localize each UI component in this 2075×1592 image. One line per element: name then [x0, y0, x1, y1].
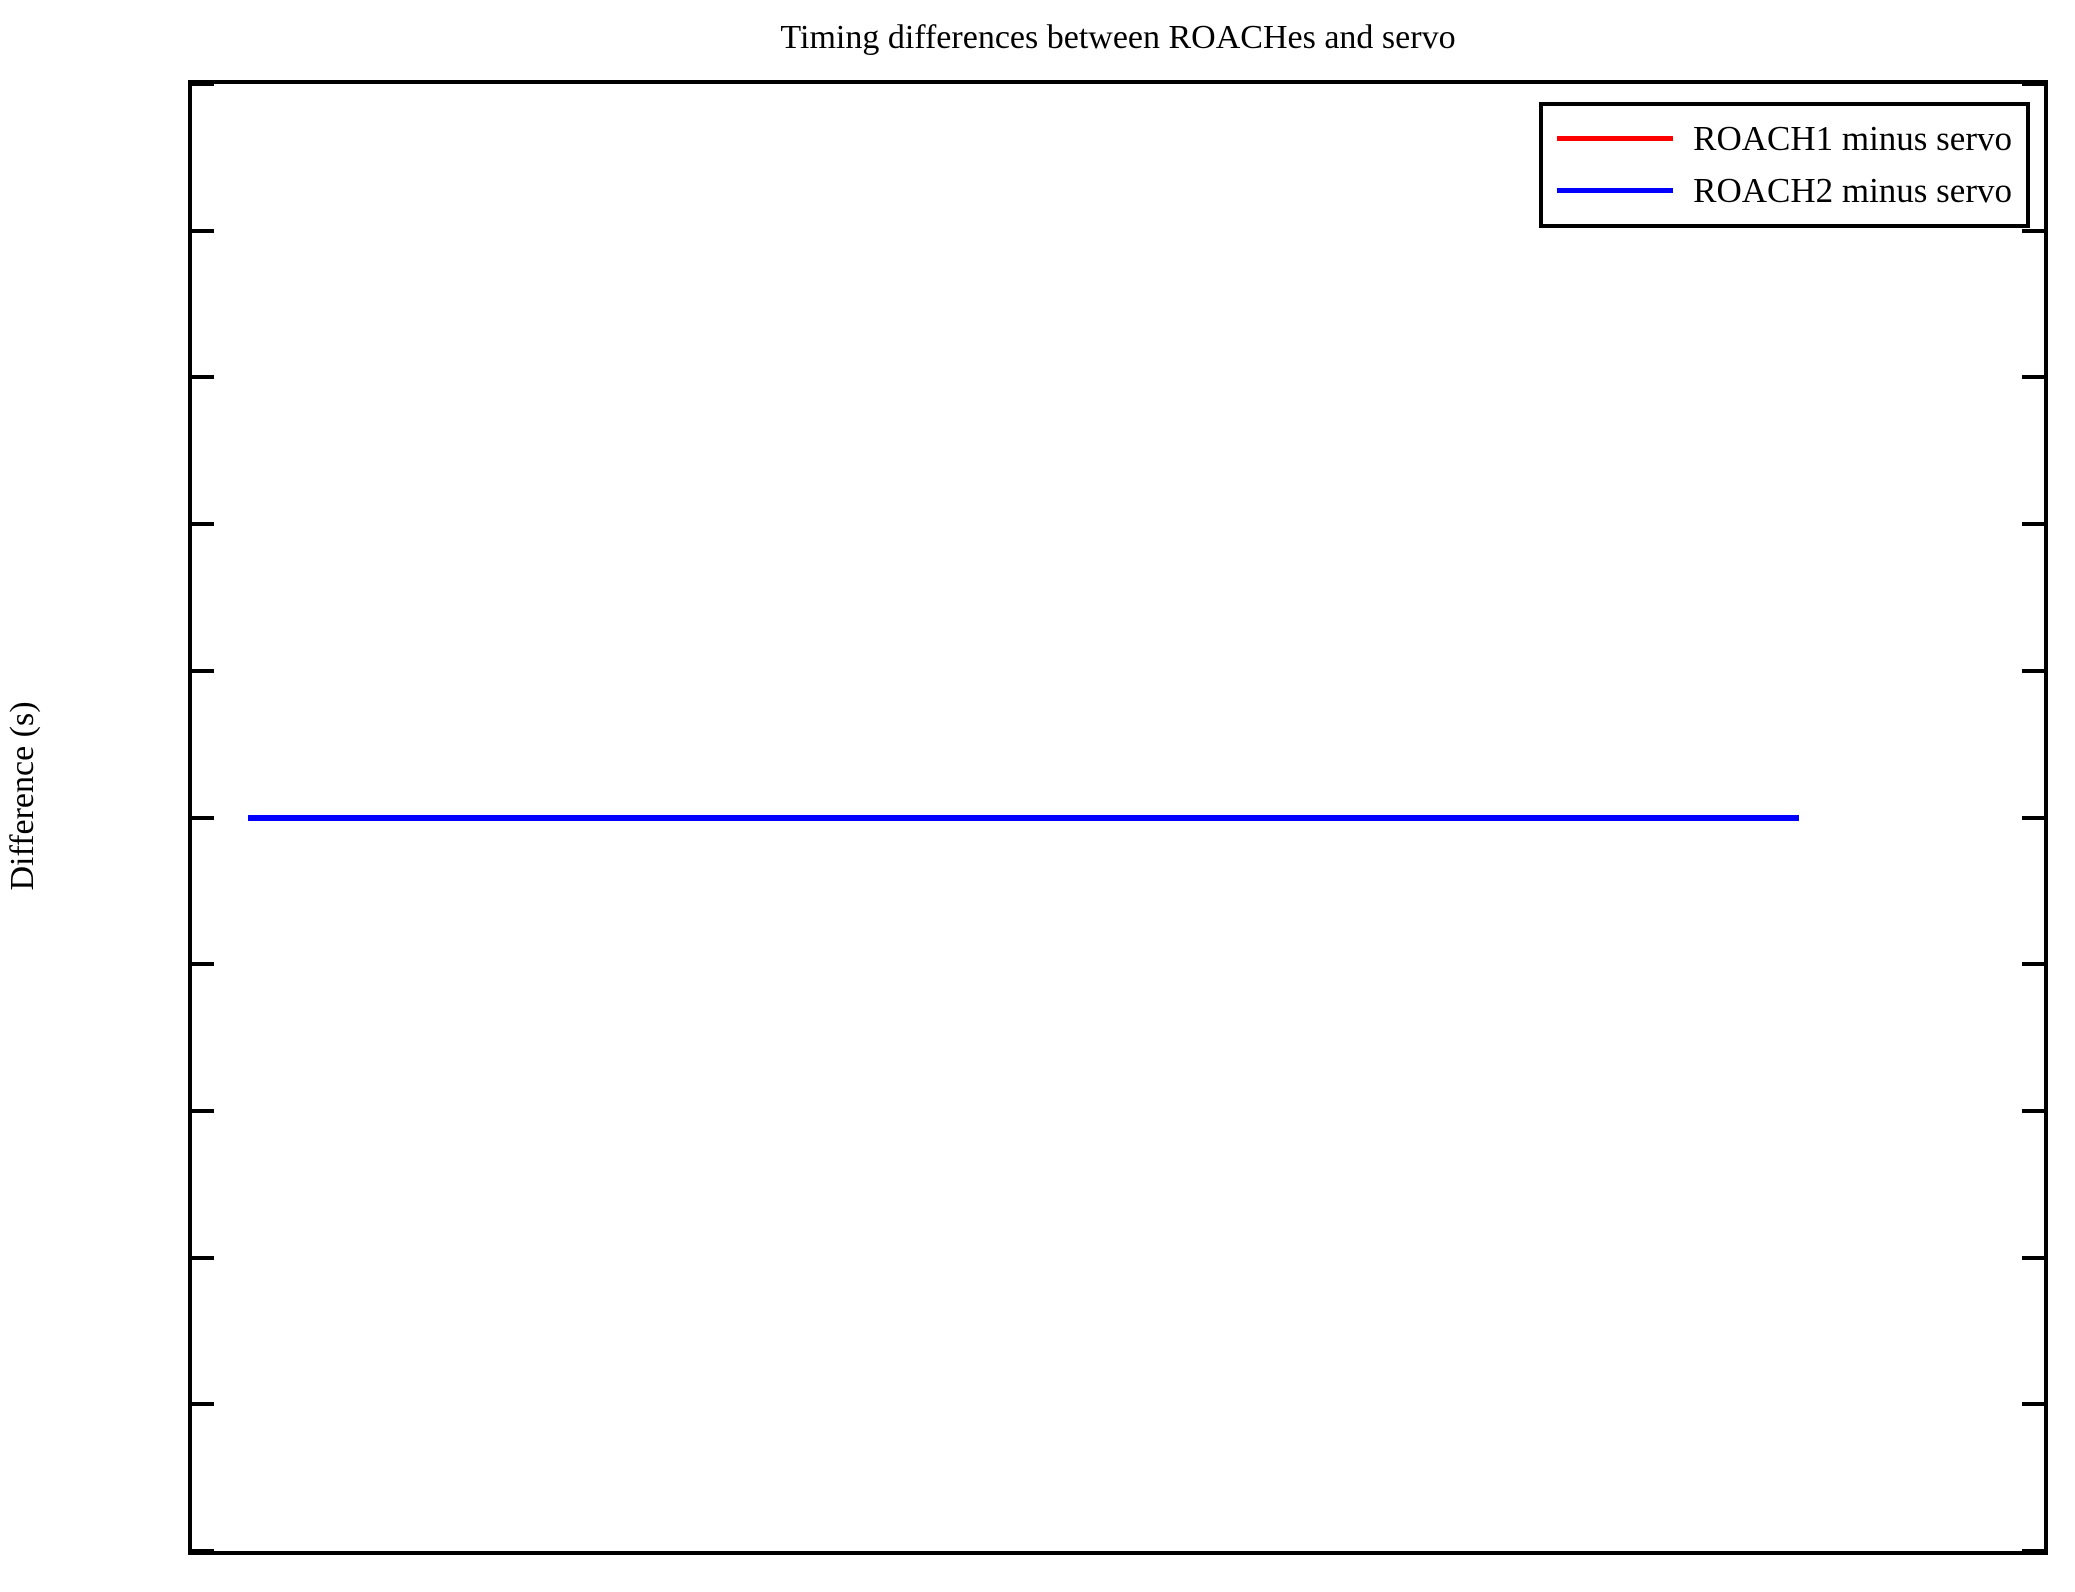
y-axis-tick-left	[192, 1549, 214, 1551]
y-axis-label: Difference (s)	[4, 701, 41, 891]
y-axis-tick-right	[2022, 1549, 2044, 1551]
y-axis-tick-right	[2022, 522, 2044, 527]
y-axis-tick-left	[192, 375, 214, 380]
plot-axes-frame: ROACH1 minus servo ROACH2 minus servo	[188, 80, 2048, 1555]
y-axis-tick-right	[2022, 668, 2044, 673]
series-line-2	[248, 814, 1799, 821]
y-axis-tick-right	[2022, 1255, 2044, 1260]
y-axis-tick-right	[2022, 375, 2044, 380]
y-axis-tick-left	[192, 522, 214, 527]
legend-entry-label: ROACH2 minus servo	[1693, 170, 2012, 210]
y-axis-tick-left	[192, 84, 214, 86]
y-axis-tick-left	[192, 228, 214, 233]
y-axis-tick-left	[192, 1402, 214, 1407]
y-axis-tick-right	[2022, 84, 2044, 86]
chart-title: Timing differences between ROACHes and s…	[780, 19, 1456, 56]
y-axis-tick-left	[192, 668, 214, 673]
y-axis-tick-right	[2022, 228, 2044, 233]
y-axis-tick-right	[2022, 815, 2044, 820]
legend-entry-1[interactable]: ROACH1 minus servo	[1557, 112, 2012, 164]
y-axis-tick-left	[192, 815, 214, 820]
y-axis-tick-right	[2022, 1108, 2044, 1113]
y-axis-tick-right	[2022, 962, 2044, 967]
y-axis-tick-left	[192, 1255, 214, 1260]
legend-color-swatch	[1557, 135, 1674, 141]
legend-entry-2[interactable]: ROACH2 minus servo	[1557, 164, 2012, 216]
legend-color-swatch	[1557, 187, 1674, 193]
y-axis-tick-left	[192, 962, 214, 967]
plot-area	[192, 84, 2044, 1551]
y-axis-tick-left	[192, 1108, 214, 1113]
y-axis-tick-right	[2022, 1402, 2044, 1407]
legend-entry-label: ROACH1 minus servo	[1693, 118, 2012, 158]
chart-legend[interactable]: ROACH1 minus servo ROACH2 minus servo	[1539, 102, 2030, 228]
